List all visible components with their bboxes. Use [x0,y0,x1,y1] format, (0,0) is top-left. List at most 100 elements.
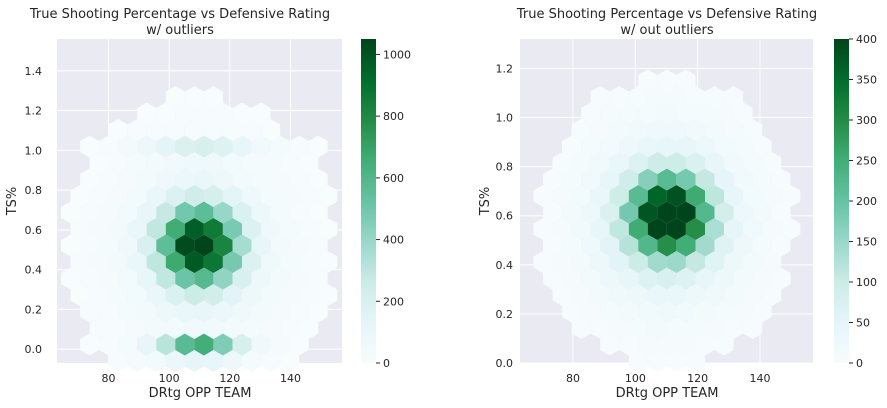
hexbin-cell [318,218,338,240]
hexbin-cell [562,201,582,224]
hexbin-cell [127,152,147,174]
chart-title-1: True Shooting Percentage vs Defensive Ra… [29,7,330,22]
hexbin-cell [733,201,753,224]
hexbin-cell [733,267,753,290]
hexbin-cell [666,86,686,108]
hexbin-cell [242,119,262,141]
hexbin-cell [89,284,109,306]
hexbin-cell [590,119,610,141]
hexbin-cell [165,218,185,240]
hexbin-cell [647,350,667,372]
hexbin-cell [194,333,214,356]
hexbin-cell [137,333,157,356]
colorbar-1: 0 200 400 600 800 1000 [361,39,411,370]
hexbin-cell [543,267,563,290]
hexbin-cell [270,267,290,290]
hexbin-cell [80,234,100,257]
hexbin-cell [232,168,252,191]
hexbin-layer-2 [533,69,801,372]
hexbin-cell [666,350,686,372]
hexbin-cell [743,152,763,174]
y-axis-label-1: TS% [5,187,20,217]
hexbin-cell [165,152,185,174]
hexbin-cell [714,267,734,290]
hexbin-cell [657,135,677,158]
hexbin-cell [552,251,572,273]
hexbin-cell [99,135,119,158]
hexbin-cell [705,251,725,273]
hexbin-cell [685,350,705,372]
hexbin-cell [752,300,772,323]
hexbin-cell [590,251,610,273]
hexbin-cell [89,251,109,273]
hexbin-cell [647,317,667,339]
hexbin-cell [137,267,157,290]
hexbin-cell [108,317,128,339]
hexbin-cell [251,102,271,125]
hexbin-cell [99,300,119,323]
hexbin-cell [194,201,214,224]
hexbin-cell [203,350,223,372]
hexbin-cell [581,300,601,323]
hexbin-cell [600,102,620,125]
hexbin-cell [308,234,328,257]
hexbin-cell [127,218,147,240]
hexbin-cell [127,119,147,141]
hexbin-cell [175,168,195,191]
hexbin-cell [165,251,185,273]
hexbin-cell [289,234,309,257]
hexbin-cell [733,234,753,257]
hexbin-cell [685,119,705,141]
hexbin-cell [543,168,563,191]
hexbin-cell [127,350,147,372]
hexbin-cell [657,267,677,290]
hexbin-cell [99,201,119,224]
hexbin-cell [676,102,696,125]
hexbin-cell [108,251,128,273]
hexbin-cell [251,333,271,356]
hexbin-cell [299,251,319,273]
hexbin-cell [80,135,100,158]
hexbin-cell [628,317,648,339]
hexbin-cell [724,251,744,273]
colorbar-tick-label: 0 [856,357,863,370]
hexbin-cell [146,152,166,174]
colorbar-tick-label: 400 [383,234,404,247]
hexbin-cell [705,152,725,174]
hexbin-cell [714,201,734,224]
hexbin-cell [676,135,696,158]
hexbin-cell [743,284,763,306]
hexbin-cell [666,218,686,240]
hexbin-cell [533,251,553,273]
hexbin-cell [242,317,262,339]
hexbin-cell [156,234,176,257]
hexbin-cell [638,267,658,290]
hexbin-cell [590,185,610,207]
hexbin-cell [118,135,138,158]
hexbin-cell [628,350,648,372]
colorbar-tick-label: 200 [383,295,404,308]
hexbin-cell [156,102,176,125]
hexbin-cell [590,317,610,339]
hexbin-cell [156,168,176,191]
hexbin-cell [657,102,677,125]
hexbin-cell [175,201,195,224]
hexbin-cell [762,284,782,306]
hexbin-cell [638,102,658,125]
hexbin-cell [165,284,185,306]
hexbin-cell [562,135,582,158]
hexbin-cell [61,234,81,257]
hexbin-cell [571,119,591,141]
hexbin-cell [146,119,166,141]
hexbin-cell [89,317,109,339]
hexbin-cell [146,185,166,207]
hexbin-cell [600,168,620,191]
hexbin-cell [743,317,763,339]
hexbin-cell [280,284,300,306]
hexbin-cell [165,119,185,141]
hexbin-cell [733,102,753,125]
hexbin-cell [638,201,658,224]
hexbin-cell [657,168,677,191]
hexbin-cell [695,201,715,224]
hexbin-cell [752,234,772,257]
